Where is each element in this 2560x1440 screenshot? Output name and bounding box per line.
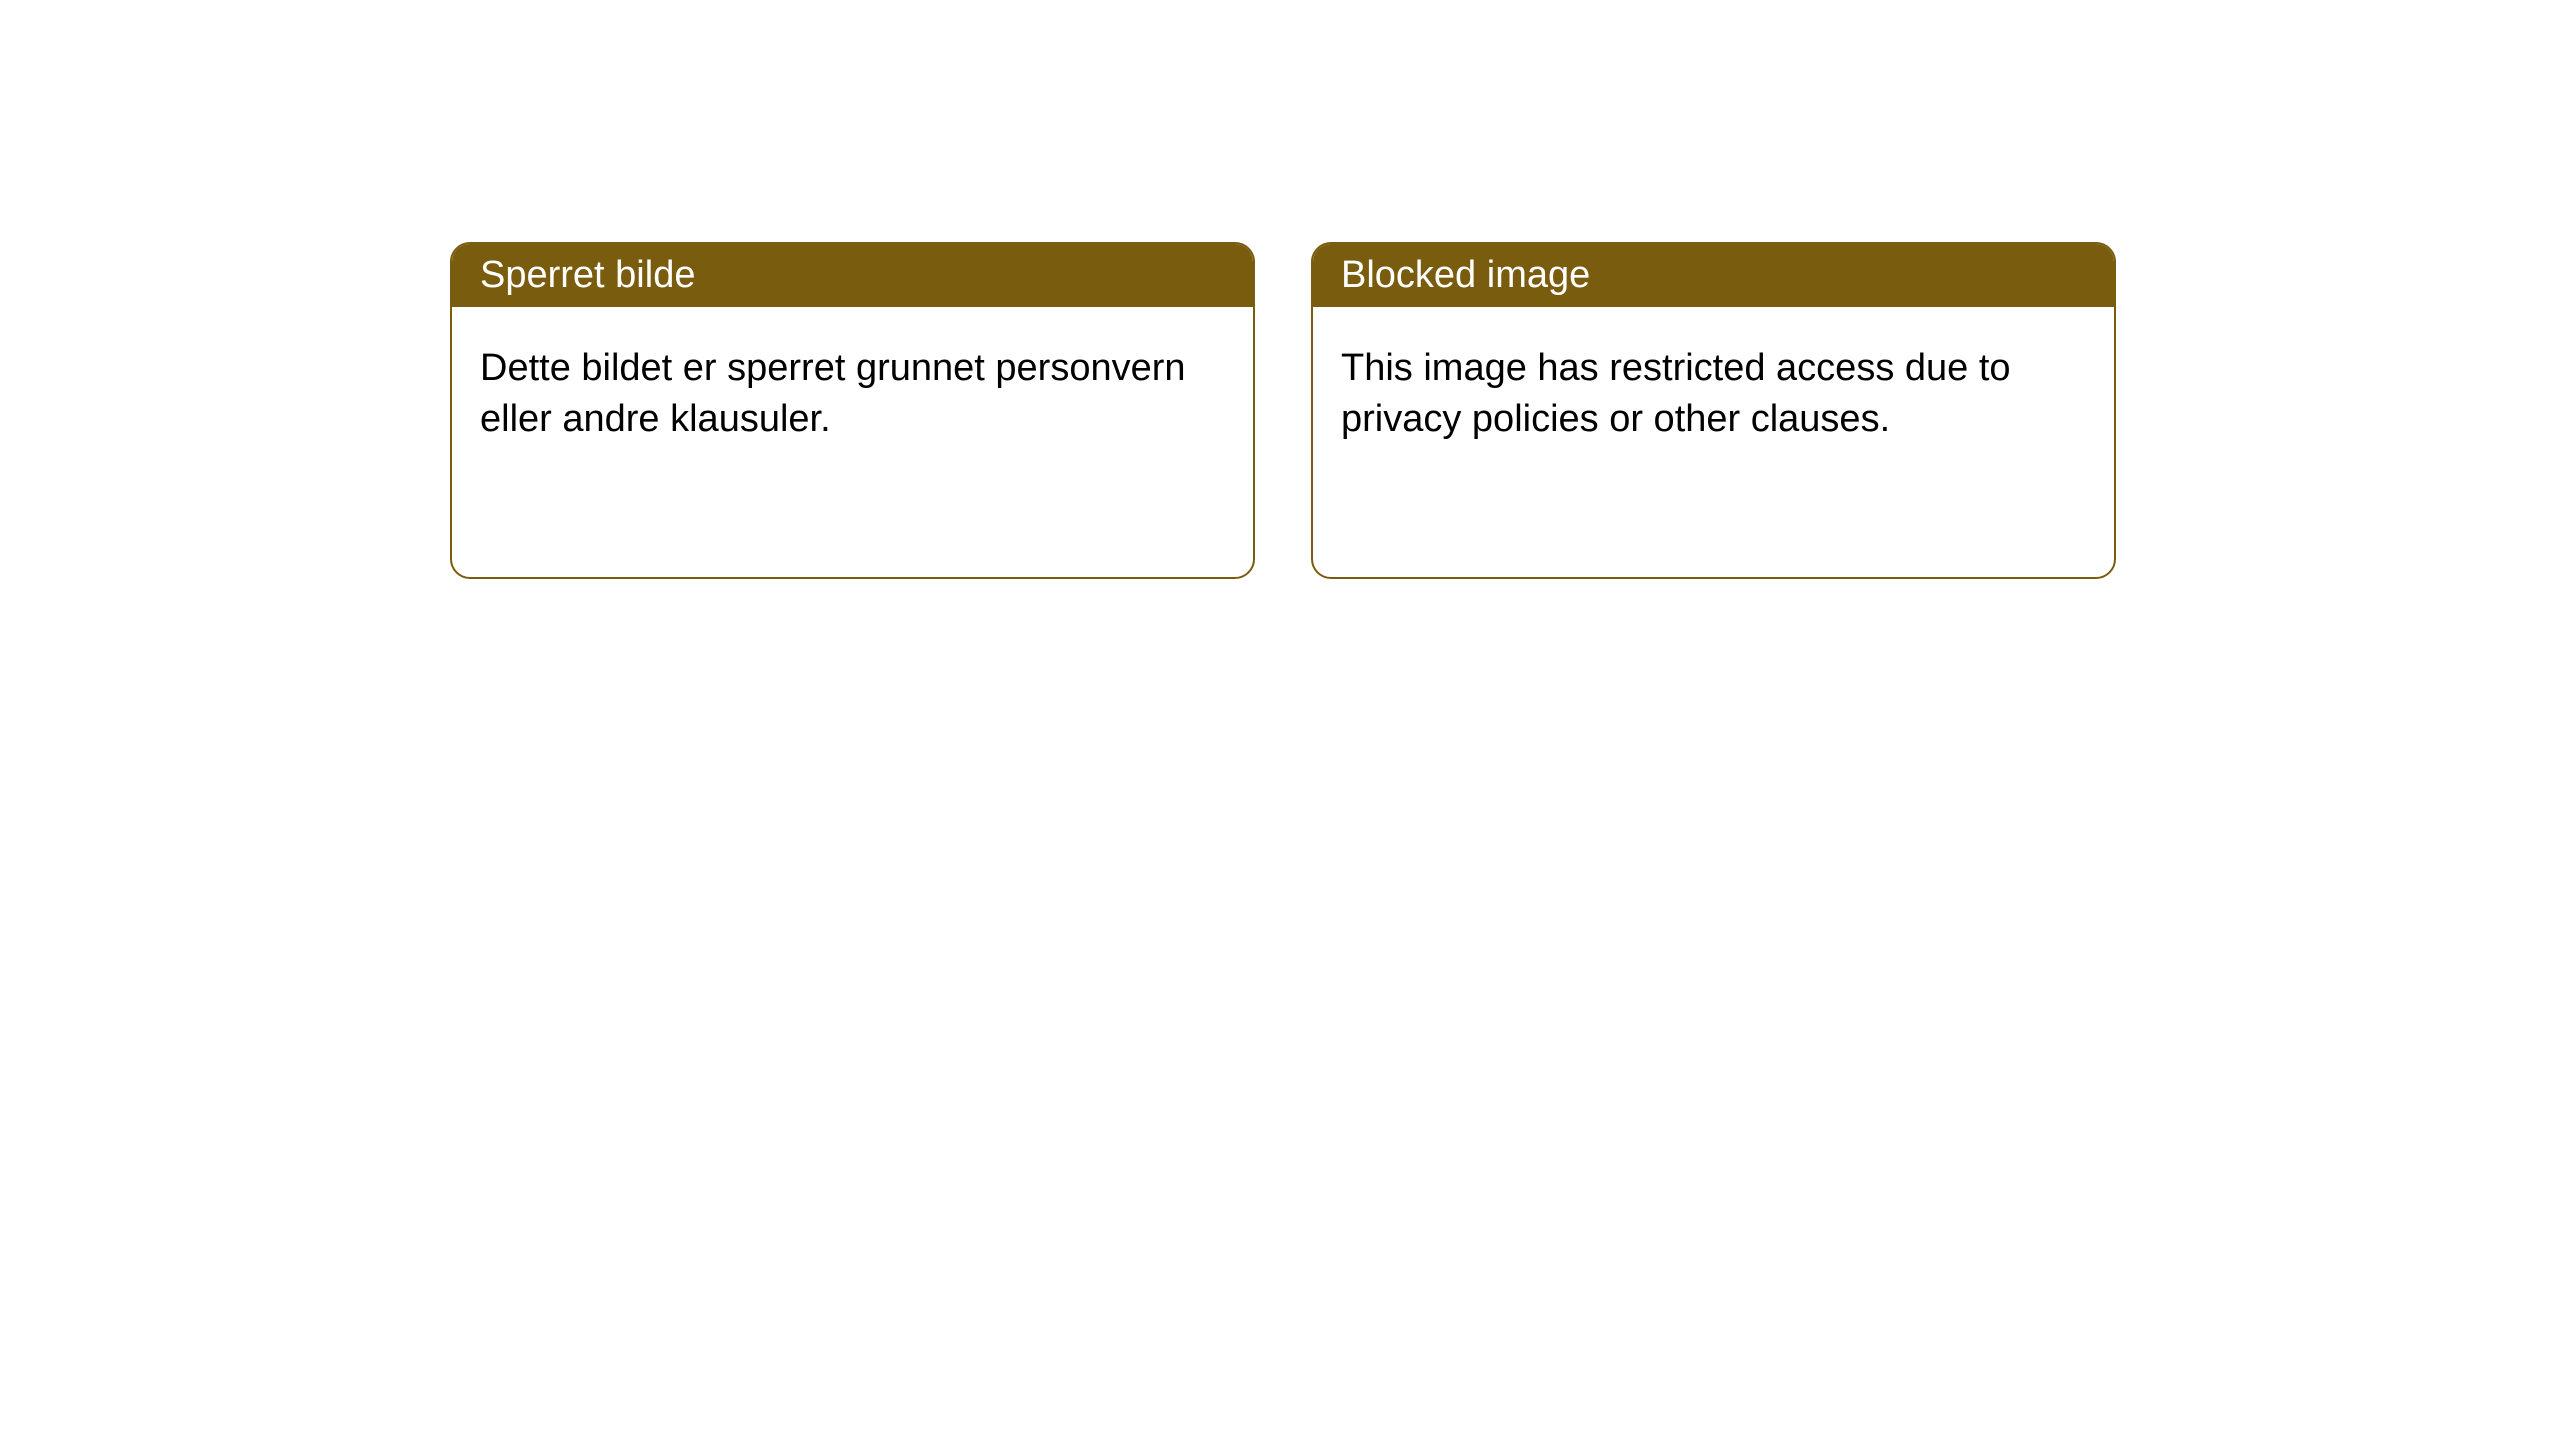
card-title: Sperret bilde — [480, 254, 695, 296]
card-header: Blocked image — [1313, 244, 2114, 307]
notice-card-english: Blocked image This image has restricted … — [1311, 242, 2116, 579]
card-body: Dette bildet er sperret grunnet personve… — [452, 307, 1253, 482]
notice-cards-container: Sperret bilde Dette bildet er sperret gr… — [0, 0, 2560, 579]
notice-card-norwegian: Sperret bilde Dette bildet er sperret gr… — [450, 242, 1255, 579]
card-message: Dette bildet er sperret grunnet personve… — [480, 347, 1186, 440]
card-header: Sperret bilde — [452, 244, 1253, 307]
card-title: Blocked image — [1341, 254, 1590, 296]
card-body: This image has restricted access due to … — [1313, 307, 2114, 482]
card-message: This image has restricted access due to … — [1341, 347, 2011, 440]
